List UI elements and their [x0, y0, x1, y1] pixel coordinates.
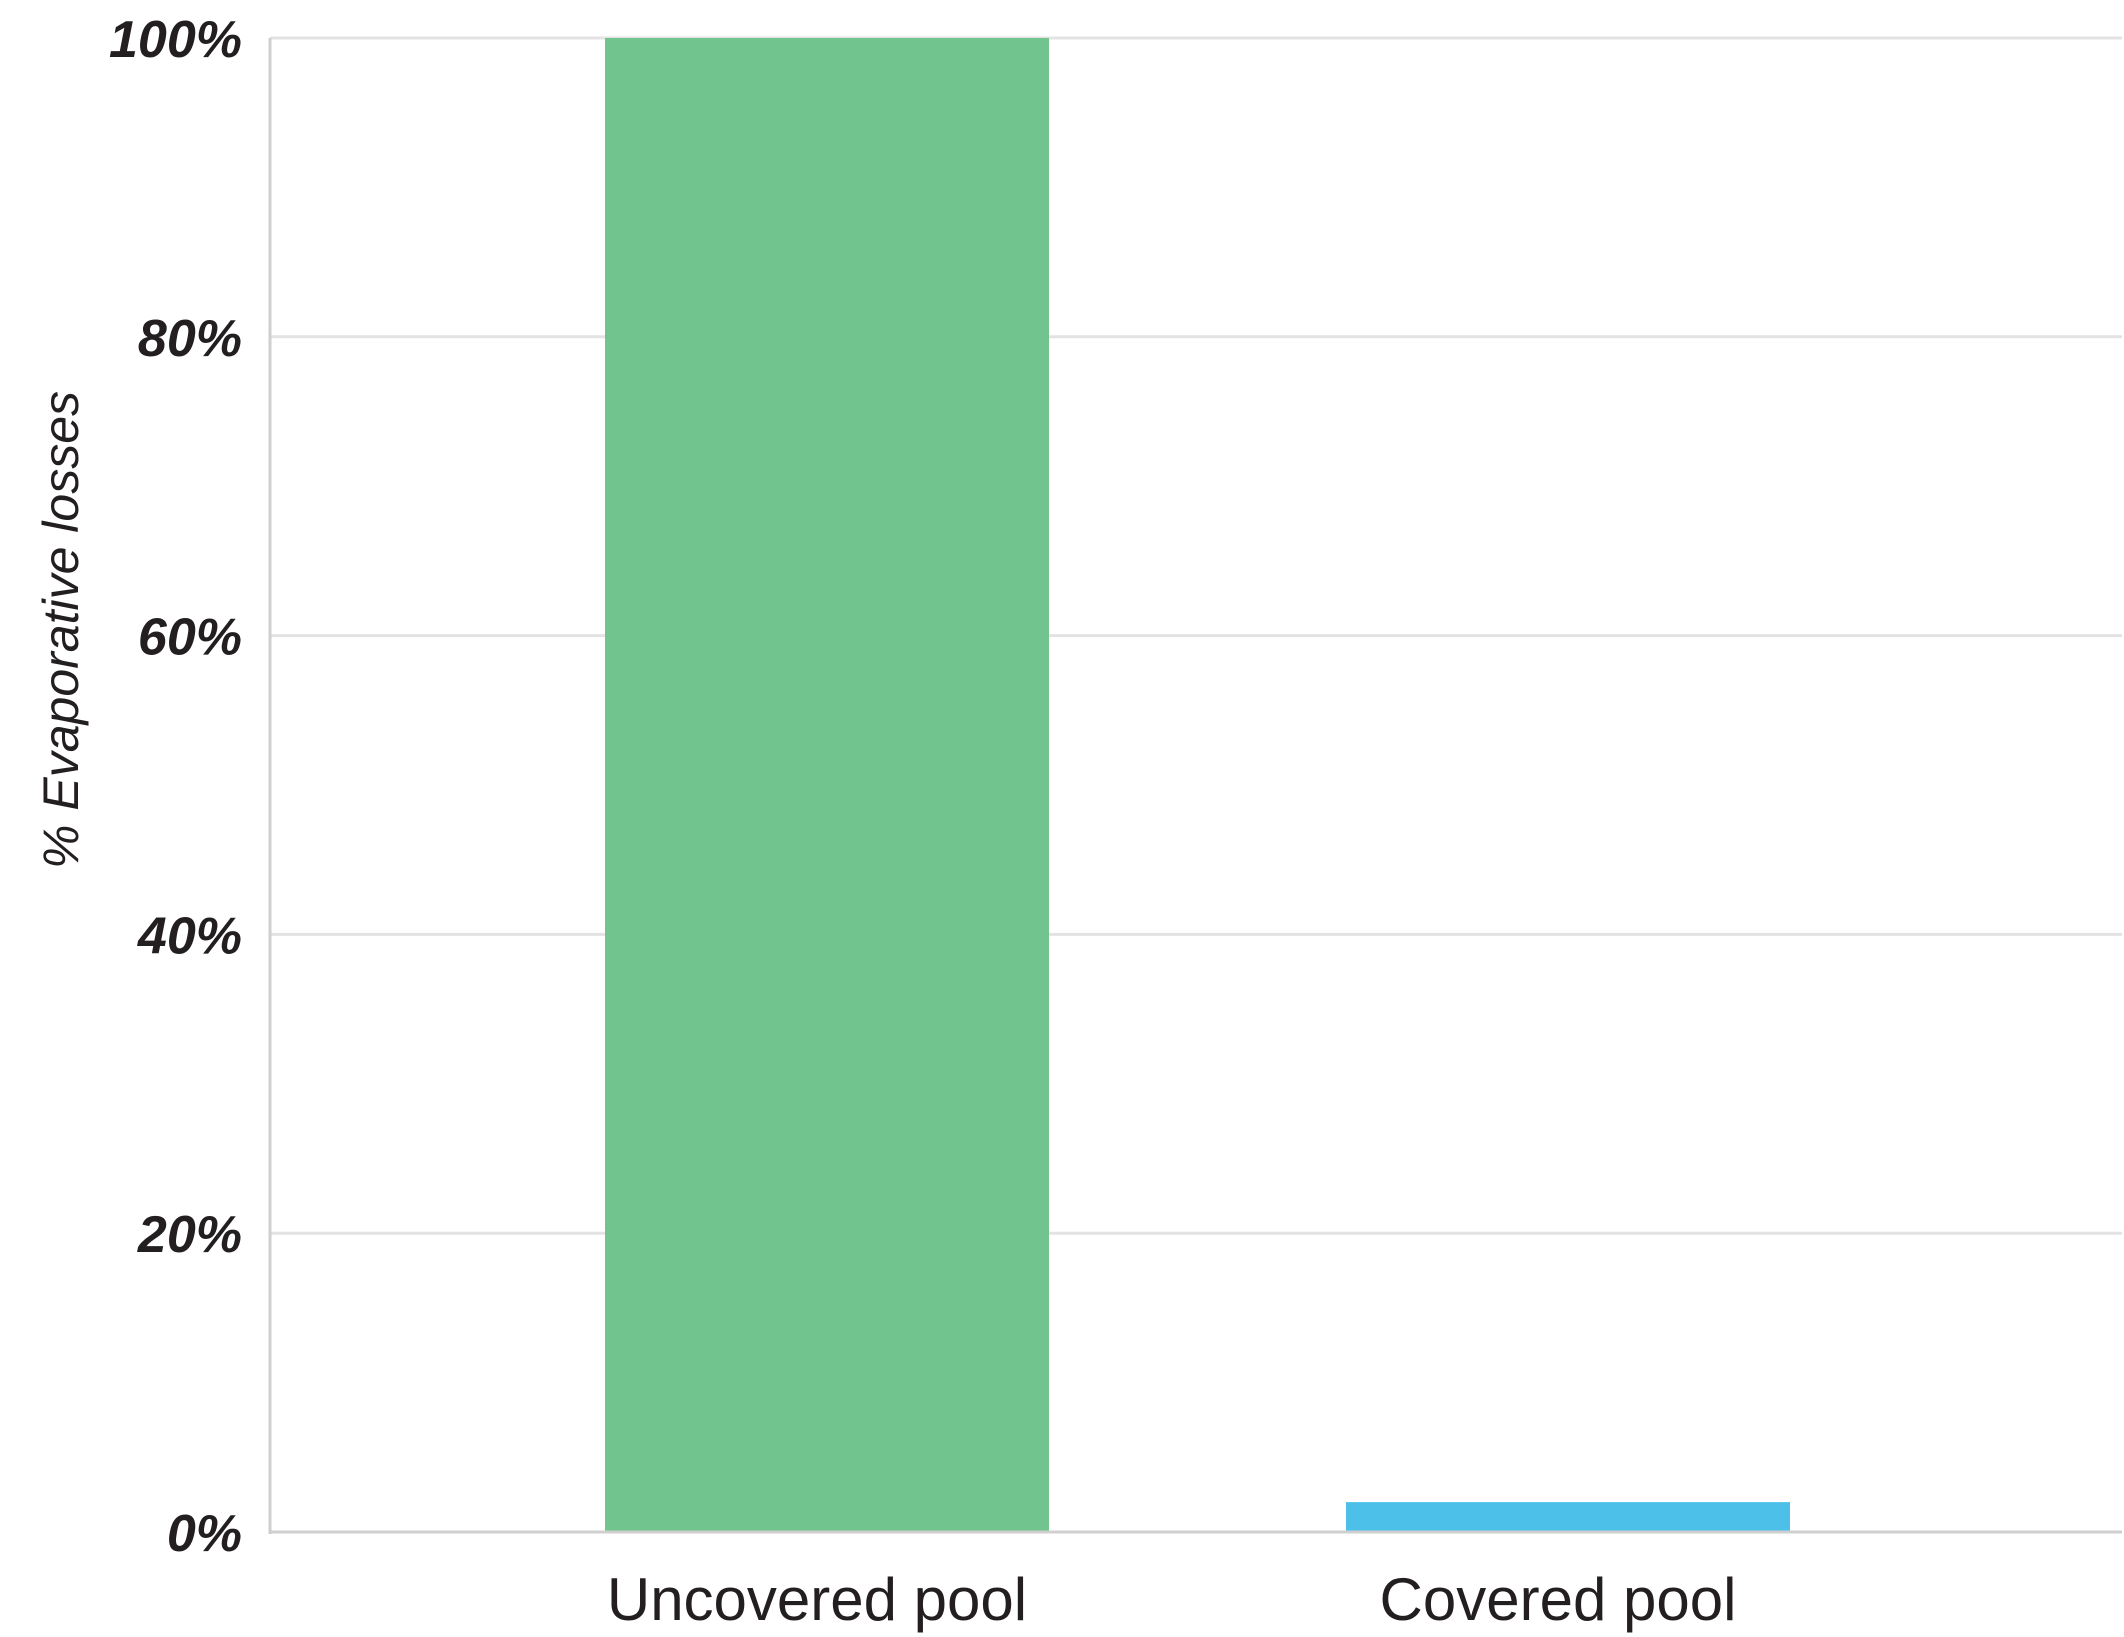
bar-covered-pool: [1346, 1502, 1790, 1532]
y-tick-labels: 0% 20% 40% 60% 80% 100%: [109, 11, 242, 1563]
x-tick-labels: Uncovered pool Covered pool: [607, 1566, 1737, 1633]
axes: [268, 38, 2122, 1534]
bars: [605, 38, 1790, 1532]
y-tick-label: 100%: [109, 11, 242, 69]
bar-uncovered-pool: [605, 38, 1049, 1532]
y-tick-label: 40%: [137, 907, 242, 965]
y-tick-label: 0%: [167, 1505, 242, 1563]
y-tick-label: 60%: [138, 609, 242, 667]
y-axis-label: % Evaporative losses: [33, 391, 89, 869]
x-tick-label: Covered pool: [1380, 1566, 1737, 1633]
y-tick-label: 80%: [138, 310, 242, 368]
gridlines: [270, 36, 2122, 1235]
x-tick-label: Uncovered pool: [607, 1566, 1027, 1633]
y-tick-label: 20%: [137, 1206, 242, 1264]
